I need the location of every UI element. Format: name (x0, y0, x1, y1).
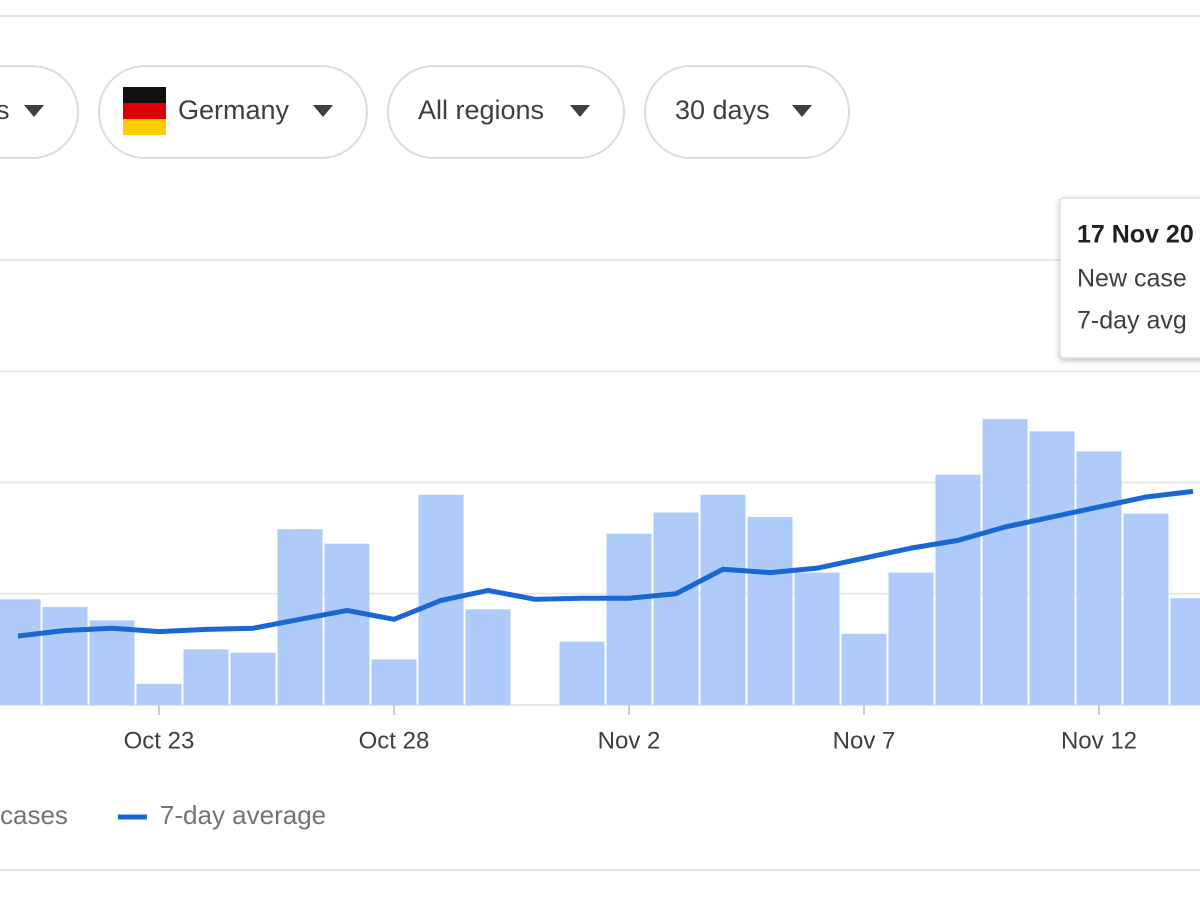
pill[interactable] (387, 65, 625, 159)
bar (982, 419, 1028, 705)
bar (888, 572, 934, 705)
caret (24, 105, 44, 117)
bar (1170, 598, 1200, 705)
bar (324, 543, 370, 705)
flag-black (123, 87, 166, 103)
pill-label: Germany (178, 95, 290, 125)
tooltip-title: 17 Nov 20 (1077, 221, 1194, 249)
caret (792, 105, 812, 117)
bar (794, 572, 840, 705)
bar (653, 512, 699, 705)
x-tick-label: Nov 12 (1061, 727, 1137, 754)
pill-label: All regions (418, 95, 544, 125)
legend-label: 7-day average (160, 800, 326, 830)
bar (136, 683, 182, 705)
range-dropdown[interactable]: 30 days (644, 65, 850, 159)
flag-gold (123, 119, 166, 135)
bar (371, 659, 417, 705)
flag-red (123, 103, 166, 119)
metric-dropdown[interactable]: s (0, 65, 79, 159)
bar (559, 641, 605, 705)
region-dropdown[interactable]: All regions (387, 65, 625, 159)
country-dropdown[interactable]: Germany (98, 65, 368, 159)
bar (841, 633, 887, 705)
tooltip: 17 Nov 20 New case 7-day avg (1059, 197, 1200, 359)
tooltip-box (1059, 197, 1200, 359)
plot: Oct 23 Oct 28 Nov 2 Nov 7 Nov 12 (0, 259, 1200, 754)
x-tick-label: Nov 7 (833, 727, 896, 754)
pill[interactable] (644, 65, 850, 159)
bar (935, 474, 981, 705)
legend-label: cases (0, 800, 68, 830)
bar (0, 599, 41, 705)
pill[interactable] (0, 65, 79, 159)
bar (606, 533, 652, 705)
bar (1123, 513, 1169, 705)
pill-label: 30 days (675, 95, 770, 125)
bar (89, 620, 135, 705)
bar (747, 516, 793, 705)
average-line (17, 488, 1194, 639)
x-tick-label: Oct 23 (124, 727, 195, 754)
bar (700, 494, 746, 705)
x-tick-label: Oct 28 (359, 727, 430, 754)
bar (465, 609, 511, 705)
bar (42, 607, 88, 705)
tooltip-line: New case (1077, 265, 1187, 293)
bar (183, 649, 229, 705)
legend: cases 7-day average (0, 800, 326, 830)
caret (313, 105, 333, 117)
x-tick-label: Nov 2 (598, 727, 661, 754)
caret (570, 105, 590, 117)
bar (230, 652, 276, 705)
tooltip-line: 7-day avg (1077, 307, 1187, 335)
bar (1076, 451, 1122, 705)
bar (1029, 431, 1075, 705)
pill-label: s (0, 95, 10, 125)
